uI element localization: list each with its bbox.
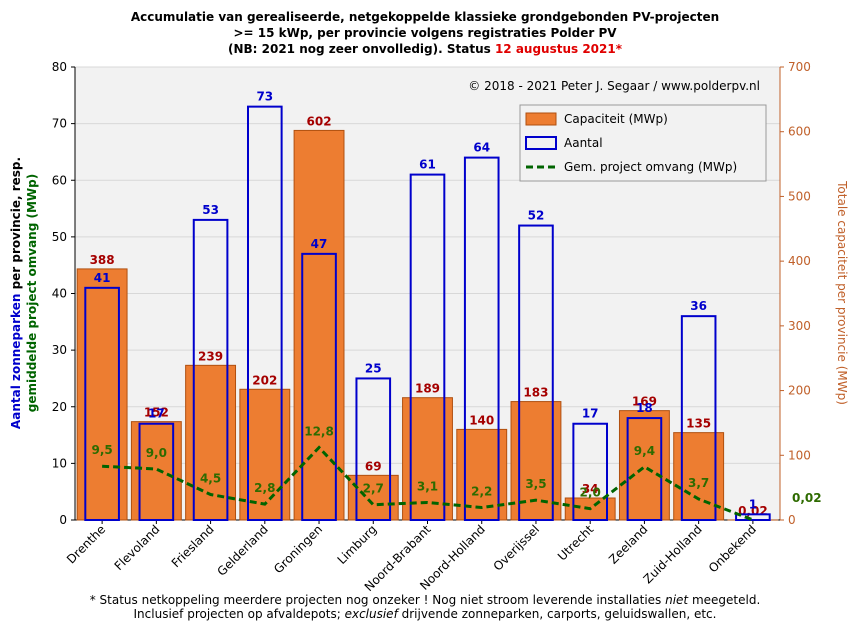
x-tick-label: Friesland (169, 522, 217, 570)
y-tick-label: 80 (52, 60, 67, 74)
y2-tick-label: 300 (788, 319, 811, 333)
title-line: (NB: 2021 nog zeer onvolledig). Status 1… (228, 42, 623, 56)
x-tick-label: Gelderland (214, 522, 270, 578)
capacity-label: 135 (686, 417, 711, 431)
average-label: 4,5 (200, 472, 221, 486)
footnote-part: * Status netkoppeling meerdere projecten… (90, 593, 665, 607)
y-tick-label: 60 (52, 173, 67, 187)
average-label: 3,5 (525, 477, 546, 491)
count-label: 52 (528, 209, 545, 223)
count-label: 53 (202, 203, 219, 217)
title-text: (NB: 2021 nog zeer onvolledig). Status (228, 42, 495, 56)
footnote-part: Inclusief projecten op afvaldepots; (134, 607, 345, 621)
footnote-part: niet (665, 593, 689, 607)
y2-tick-label: 600 (788, 125, 811, 139)
count-label: 41 (94, 271, 111, 285)
count-label: 47 (311, 237, 328, 251)
average-label: 2,7 (363, 482, 384, 496)
y-axis-label: Aantal zonneparken per provincie, resp. (9, 157, 23, 429)
y2-tick-label: 400 (788, 254, 811, 268)
footnote-part: meegeteld. (688, 593, 760, 607)
legend-label: Gem. project omvang (MWp) (564, 160, 737, 174)
count-label: 18 (636, 401, 653, 415)
y2-axis-label: Totale capaciteit per provincie (MWp) (835, 180, 849, 405)
count-label: 1 (749, 497, 757, 511)
count-label: 64 (473, 141, 490, 155)
average-label: 3,7 (688, 476, 709, 490)
capacity-label: 602 (307, 114, 332, 128)
average-label: 3,1 (417, 479, 438, 493)
title-line: >= 15 kWp, per provincie volgens registr… (233, 26, 617, 40)
count-label: 17 (148, 407, 165, 421)
y-tick-label: 20 (52, 400, 67, 414)
legend-swatch (526, 113, 556, 125)
footnote-part: drijvende zonneparken, carports, geluids… (398, 607, 717, 621)
footnote-part: exclusief (345, 607, 400, 621)
average-label: 2,8 (254, 481, 275, 495)
capacity-label: 140 (469, 413, 494, 427)
x-tick-label: Limburg (335, 522, 380, 567)
x-tick-label: Zeeland (606, 522, 650, 566)
capacity-label: 183 (523, 386, 548, 400)
y2-tick-label: 500 (788, 189, 811, 203)
y-label-part: per provincie, resp. (9, 157, 23, 294)
legend-label: Aantal (564, 136, 603, 150)
capacity-label: 69 (365, 459, 382, 473)
count-label: 73 (256, 90, 273, 104)
y2-tick-label: 100 (788, 448, 811, 462)
capacity-label: 189 (415, 382, 440, 396)
average-label: 2,2 (471, 485, 492, 499)
y2-tick-label: 200 (788, 384, 811, 398)
x-tick-label: Groningen (271, 522, 325, 576)
x-tick-label: Utrecht (555, 522, 597, 564)
title-line: Accumulatie van gerealiseerde, netgekopp… (131, 10, 719, 24)
y-tick-label: 50 (52, 230, 67, 244)
legend-label: Capaciteit (MWp) (564, 112, 668, 126)
average-label: 12,8 (304, 425, 334, 439)
x-tick-label: Flevoland (112, 522, 163, 573)
x-tick-label: Onbekend (706, 522, 759, 575)
y-tick-label: 40 (52, 287, 67, 301)
average-label: 0,02 (792, 491, 822, 505)
y-tick-label: 0 (59, 513, 67, 527)
y-tick-label: 30 (52, 343, 67, 357)
footnote: Inclusief projecten op afvaldepots; excl… (134, 607, 717, 621)
capacity-label: 202 (252, 373, 277, 387)
average-label: 9,4 (634, 444, 655, 458)
footnote: * Status netkoppeling meerdere projecten… (90, 593, 761, 607)
average-label: 9,5 (91, 443, 112, 457)
y-tick-label: 10 (52, 456, 67, 470)
copyright: © 2018 - 2021 Peter J. Segaar / www.pold… (468, 79, 760, 93)
count-label: 36 (690, 299, 707, 313)
capacity-label: 388 (90, 253, 115, 267)
y-axis-label: gemiddelde project omvang (MWp) (25, 174, 39, 412)
y2-tick-label: 0 (788, 513, 796, 527)
x-tick-label: Drenthe (64, 522, 108, 566)
y-label-part: Aantal zonneparken (9, 294, 23, 429)
capacity-label: 239 (198, 349, 223, 363)
average-label: 2,0 (580, 486, 601, 500)
count-label: 61 (419, 158, 436, 172)
y-tick-label: 70 (52, 117, 67, 131)
count-label: 25 (365, 361, 382, 375)
count-label: 17 (582, 407, 599, 421)
y2-tick-label: 700 (788, 60, 811, 74)
title-status: 12 augustus 2021* (495, 42, 623, 56)
x-tick-label: Overijssel (491, 522, 542, 573)
average-label: 9,0 (146, 446, 167, 460)
